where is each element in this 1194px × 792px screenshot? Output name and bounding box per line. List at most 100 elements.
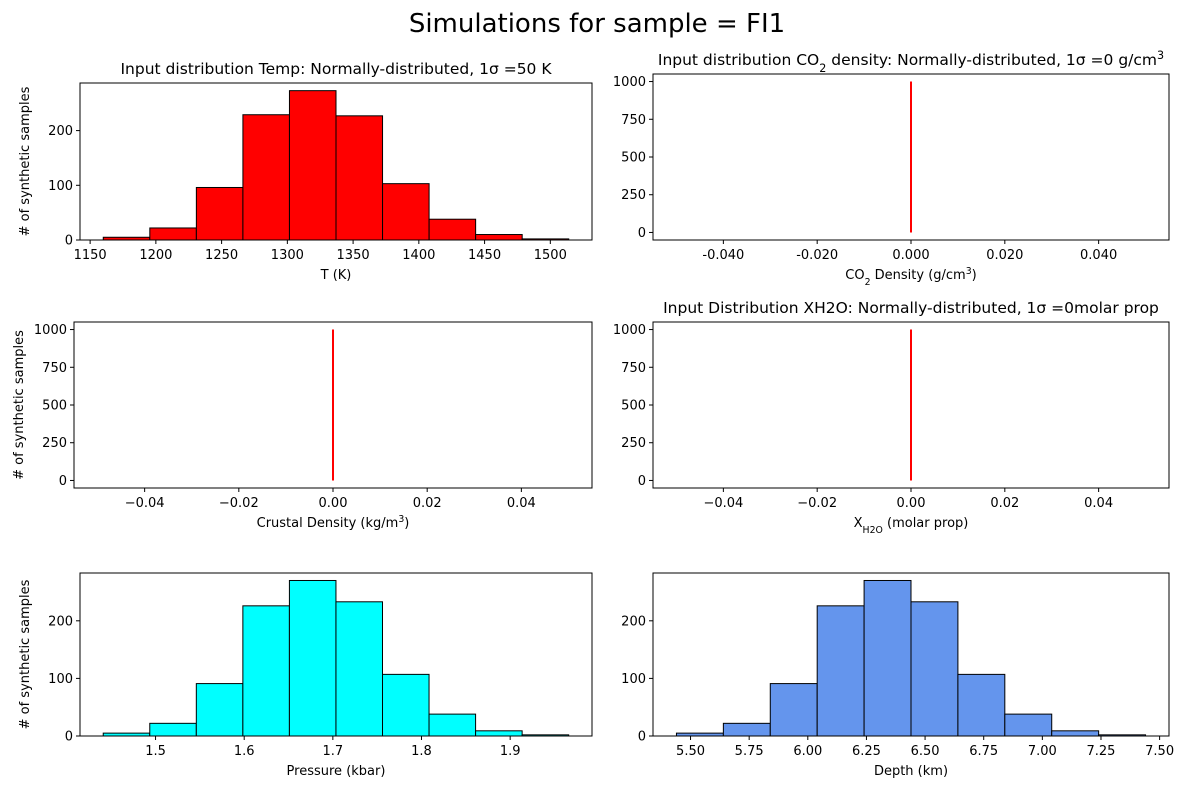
subscript: 2 — [819, 62, 826, 75]
y-tick-label: 250 — [42, 436, 67, 451]
y-tick-label: 0 — [65, 234, 73, 249]
histogram-bar — [957, 673, 1006, 737]
x-tick-label: 0.04 — [507, 496, 536, 511]
text-run: Crustal Density (kg/m — [257, 516, 399, 531]
subplot-title: Input Distribution XH2O: Normally-distri… — [663, 299, 1159, 317]
x-tick-label: −0.04 — [125, 496, 165, 511]
subplot-depth: 5.50 5.75 6.00 6.25 6.50 6.75 7.00 7.25 7.50 0 100… — [621, 572, 1174, 779]
superscript: 3 — [966, 266, 972, 277]
x-tick-label: 7.50 — [1145, 744, 1174, 759]
x-tick-label: 0.000 — [892, 248, 929, 263]
text-run: (molar prop) — [883, 516, 968, 531]
x-axis-label: Pressure (kbar) — [287, 764, 386, 779]
subplot-pressure: 1.5 1.6 1.7 1.8 1.9 0 100 200 Pressure (kbar) # o… — [18, 572, 593, 779]
y-tick-label: 1000 — [613, 75, 646, 90]
y-tick-label: 0 — [59, 474, 67, 489]
x-tick-label: -0.020 — [796, 248, 838, 263]
text-run: CO — [845, 268, 864, 283]
y-tick-label: 200 — [48, 614, 73, 629]
x-tick-label: 0.040 — [1080, 248, 1117, 263]
x-tick-label: 6.50 — [911, 744, 940, 759]
x-tick-label: 0.00 — [319, 496, 348, 511]
histogram-bar — [242, 605, 290, 737]
histogram-bar — [149, 722, 197, 737]
subplot-xh2o: −0.04 −0.02 0.00 0.02 0.04 0 250 500 750 1000 Inpu… — [613, 299, 1170, 536]
y-axis-label: # of synthetic samples — [18, 579, 33, 729]
x-tick-label: 7.00 — [1028, 744, 1057, 759]
x-axis-label: CO2 Density (g/cm3) — [845, 266, 977, 288]
x-tick-label: 6.00 — [793, 744, 822, 759]
subplot-title: Input distribution CO2 density: Normally… — [658, 49, 1164, 75]
histogram-bar — [910, 601, 959, 737]
histogram-bar — [335, 601, 384, 737]
y-tick-label: 200 — [621, 614, 646, 629]
x-tick-label: −0.04 — [703, 496, 743, 511]
x-tick-label: −0.02 — [219, 496, 259, 511]
y-axis-label: # of synthetic samples — [12, 330, 27, 480]
histogram-bar — [1051, 730, 1100, 737]
histogram-bar — [816, 605, 865, 737]
x-tick-label: 0.02 — [413, 496, 442, 511]
x-axis-label: T (K) — [320, 268, 352, 283]
histogram-bar — [382, 183, 430, 241]
histogram-bar — [722, 722, 771, 737]
y-tick-label: 500 — [621, 151, 646, 166]
subscript: 2 — [865, 277, 871, 288]
x-tick-label: 1.8 — [411, 744, 432, 759]
histogram-bar — [769, 683, 818, 737]
text-run: ) — [972, 268, 977, 283]
x-tick-label: 7.25 — [1087, 744, 1116, 759]
y-axis-label: # of synthetic samples — [18, 86, 33, 236]
superscript: 3 — [1157, 49, 1164, 62]
y-tick-label: 250 — [621, 188, 646, 203]
text-run: ) — [404, 516, 409, 531]
histogram-bar — [428, 218, 477, 241]
y-tick-label: 100 — [48, 672, 73, 687]
x-tick-label: 0.02 — [990, 496, 1019, 511]
y-tick-label: 750 — [621, 361, 646, 376]
histogram-bar — [335, 115, 384, 241]
x-tick-label: 1400 — [402, 248, 435, 263]
y-tick-label: 100 — [621, 672, 646, 687]
subplot-temp: 1150 1200 1250 1300 1350 1400 1450 1500 0 100 200 I… — [18, 60, 593, 283]
y-tick-label: 500 — [621, 399, 646, 414]
text-run: Input distribution CO — [658, 51, 819, 69]
histogram-bar — [149, 227, 197, 241]
x-tick-label: 1.6 — [234, 744, 255, 759]
subplot-title: Input distribution Temp: Normally-distri… — [120, 60, 552, 78]
y-tick-label: 750 — [42, 361, 67, 376]
x-tick-label: -0.040 — [702, 248, 744, 263]
x-tick-label: 1.5 — [145, 744, 166, 759]
histogram-bar — [195, 683, 244, 737]
y-tick-label: 1000 — [34, 323, 67, 338]
figure-suptitle: Simulations for sample = FI1 — [409, 9, 785, 39]
y-tick-label: 1000 — [613, 323, 646, 338]
x-tick-label: 5.75 — [735, 744, 764, 759]
histogram-bar — [288, 90, 337, 241]
x-axis-label: XH2O (molar prop) — [854, 516, 969, 536]
histogram-bar — [288, 579, 337, 737]
x-tick-label: 5.50 — [676, 744, 705, 759]
x-tick-label: 1350 — [337, 248, 370, 263]
histogram-bar — [475, 730, 523, 737]
axes-frame — [79, 572, 593, 737]
text-run: Density (g/cm — [871, 268, 966, 283]
x-tick-label: 0.020 — [986, 248, 1023, 263]
x-axis-label: Crustal Density (kg/m3) — [257, 514, 410, 532]
histogram-bar — [428, 713, 477, 737]
x-tick-label: 0.04 — [1084, 496, 1113, 511]
x-tick-label: 1.9 — [500, 744, 521, 759]
x-tick-label: 6.25 — [852, 744, 881, 759]
x-tick-label: 1250 — [205, 248, 238, 263]
x-tick-label: 1200 — [139, 248, 172, 263]
x-tick-label: 1450 — [468, 248, 501, 263]
histogram-bar — [242, 114, 290, 241]
y-tick-label: 0 — [638, 226, 646, 241]
y-tick-label: 200 — [48, 124, 73, 139]
y-tick-label: 100 — [48, 179, 73, 194]
histogram-bar — [475, 234, 523, 241]
histogram-bar — [863, 579, 912, 737]
x-tick-label: 1300 — [271, 248, 304, 263]
x-tick-label: 0.00 — [897, 496, 926, 511]
